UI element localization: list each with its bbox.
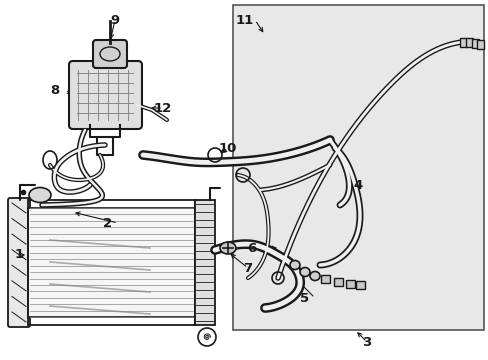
- Bar: [28, 200, 195, 325]
- Text: 12: 12: [154, 102, 172, 114]
- Text: 9: 9: [110, 14, 120, 27]
- Text: 2: 2: [103, 216, 112, 230]
- Bar: [346, 280, 354, 288]
- Text: 4: 4: [353, 179, 362, 192]
- Bar: [459, 38, 466, 47]
- Text: 5: 5: [300, 292, 309, 305]
- Bar: [355, 281, 364, 289]
- Text: 10: 10: [218, 141, 237, 154]
- Text: 11: 11: [235, 14, 254, 27]
- Text: 8: 8: [50, 84, 60, 96]
- FancyBboxPatch shape: [69, 61, 142, 129]
- Bar: [195, 200, 215, 325]
- Bar: [320, 275, 329, 283]
- Ellipse shape: [29, 188, 51, 202]
- Ellipse shape: [299, 267, 309, 276]
- Text: 6: 6: [247, 242, 256, 255]
- Bar: [465, 38, 472, 47]
- Bar: [333, 278, 342, 286]
- Ellipse shape: [220, 242, 236, 254]
- Ellipse shape: [309, 271, 319, 280]
- Bar: [476, 40, 483, 49]
- Text: 3: 3: [362, 336, 371, 348]
- FancyBboxPatch shape: [8, 198, 30, 327]
- FancyBboxPatch shape: [93, 40, 127, 68]
- Bar: [232, 5, 483, 330]
- Text: 7: 7: [243, 261, 252, 274]
- Text: 1: 1: [15, 248, 23, 261]
- Ellipse shape: [289, 261, 299, 270]
- Bar: [471, 39, 478, 48]
- Bar: [28, 208, 195, 317]
